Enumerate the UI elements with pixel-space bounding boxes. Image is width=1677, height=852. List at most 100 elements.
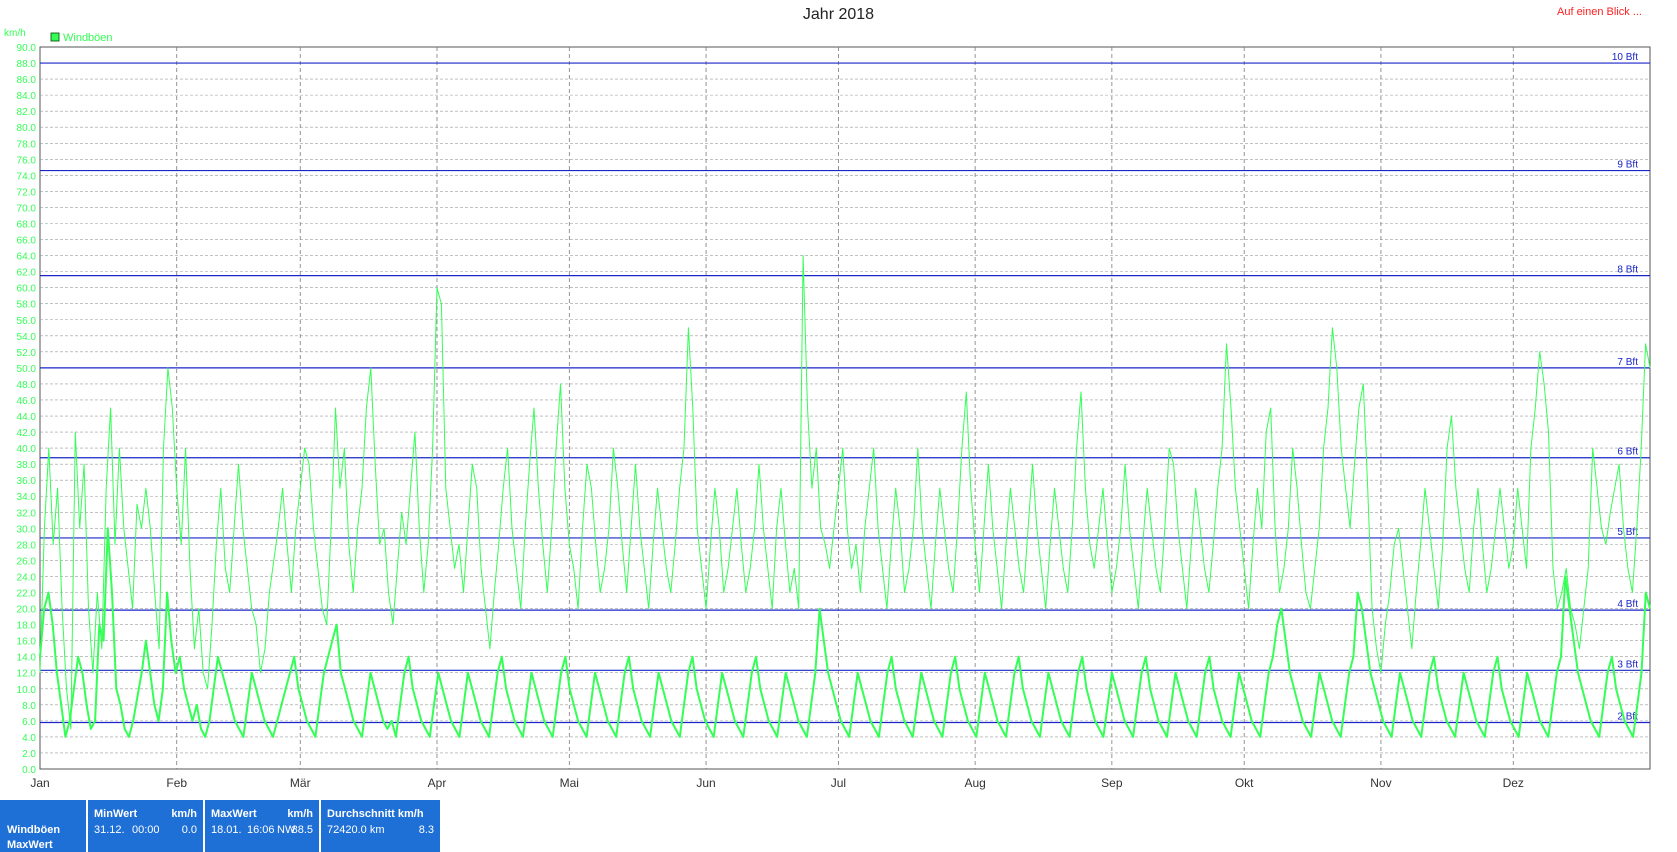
y-tick-label: 32.0	[17, 508, 37, 519]
y-tick-label: 24.0	[17, 572, 37, 583]
footer-max-box: MaxWert km/h 18.01. 16:06 NW 88.5	[205, 800, 319, 852]
y-tick-label: 16.0	[17, 637, 37, 648]
y-tick-label: 76.0	[17, 155, 37, 166]
y-tick-label: 54.0	[17, 332, 37, 343]
y-tick-label: 60.0	[17, 284, 37, 295]
y-tick-label: 64.0	[17, 252, 37, 263]
y-tick-label: 84.0	[17, 91, 37, 102]
y-tick-label: 86.0	[17, 75, 37, 86]
y-tick-label: 0.0	[22, 765, 36, 776]
statistics-footer: Windböen MaxWert MinWert km/h 31.12. 00:…	[0, 800, 1677, 852]
footer-min-box: MinWert km/h 31.12. 00:00 0.0	[88, 800, 203, 852]
x-tick-label: Jul	[831, 776, 846, 790]
y-tick-label: 40.0	[17, 444, 37, 455]
legend-swatch	[50, 32, 60, 42]
y-tick-label: 80.0	[17, 123, 37, 134]
max-value: 88.5	[291, 824, 313, 836]
y-tick-label: 38.0	[17, 460, 37, 471]
avg-value: 8.3	[418, 824, 434, 836]
y-tick-label: 10.0	[17, 685, 37, 696]
y-tick-label: 28.0	[17, 540, 37, 551]
y-tick-label: 34.0	[17, 492, 37, 503]
y-tick-label: 4.0	[22, 733, 36, 744]
plot-area	[39, 46, 1651, 770]
max-time: 16:06	[247, 824, 275, 836]
y-tick-label: 78.0	[17, 139, 37, 150]
x-tick-label: Okt	[1235, 776, 1254, 790]
y-tick-label: 50.0	[17, 364, 37, 375]
y-tick-label: 44.0	[17, 412, 37, 423]
y-tick-label: 68.0	[17, 219, 37, 230]
y-tick-label: 52.0	[17, 348, 37, 359]
y-tick-label: 72.0	[17, 187, 37, 198]
y-tick-label: 30.0	[17, 524, 37, 535]
y-tick-label: 6.0	[22, 717, 36, 728]
legend-label: Windböen	[63, 32, 113, 44]
beaufort-label: 8 Bft	[1617, 265, 1638, 276]
x-tick-label: Feb	[166, 776, 187, 790]
y-tick-label: 58.0	[17, 300, 37, 311]
x-tick-label: Mär	[290, 776, 311, 790]
min-unit: km/h	[171, 808, 197, 820]
beaufort-label: 4 Bft	[1617, 599, 1638, 610]
beaufort-label: 9 Bft	[1617, 160, 1638, 171]
axes: 0.0 2.0 4.0 6.0 8.0 10.0 12.0 14.0 16.0 18.0 20.0 2…	[4, 28, 1524, 790]
y-tick-label: 62.0	[17, 268, 37, 279]
legend: Windböen	[50, 32, 113, 44]
y-tick-label: 36.0	[17, 476, 37, 487]
y-tick-label: 12.0	[17, 669, 37, 680]
x-tick-label: Jan	[30, 776, 49, 790]
beaufort-label: 2 Bft	[1617, 711, 1638, 722]
y-tick-label: 22.0	[17, 589, 37, 600]
y-tick-label: 88.0	[17, 59, 37, 70]
y-tick-label: 26.0	[17, 556, 37, 567]
row-label-windboeen: Windböen	[7, 824, 61, 836]
y-tick-label: 82.0	[17, 107, 37, 118]
y-tick-label: 74.0	[17, 171, 37, 182]
y-tick-label: 14.0	[17, 653, 37, 664]
beaufort-label: 6 Bft	[1617, 447, 1638, 458]
x-tick-label: Nov	[1370, 776, 1391, 790]
beaufort-label: 5 Bft	[1617, 527, 1638, 538]
min-header: MinWert	[94, 808, 138, 820]
row-label-maxwert: MaxWert	[7, 839, 53, 851]
y-tick-label: 48.0	[17, 380, 37, 391]
y-tick-label: 56.0	[17, 316, 37, 327]
x-tick-label: Mai	[560, 776, 579, 790]
x-tick-label: Dez	[1503, 776, 1524, 790]
series-line-max	[39, 255, 1651, 730]
overview-link[interactable]: Auf einen Blick ...	[1557, 6, 1642, 18]
chart-title: Jahr 2018	[802, 6, 875, 23]
beaufort-label: 3 Bft	[1617, 659, 1638, 670]
y-tick-label: 46.0	[17, 396, 37, 407]
y-tick-label: 42.0	[17, 428, 37, 439]
max-unit: km/h	[287, 808, 313, 820]
y-tick-label: 18.0	[17, 621, 37, 632]
x-tick-label: Apr	[428, 776, 447, 790]
chart: 2 Bft 3 Bft 4 Bft 5 Bft 6 Bft 7 Bft 8 Bft 9 Bft…	[4, 28, 1651, 790]
max-direction: NW	[277, 824, 296, 836]
beaufort-label: 7 Bft	[1617, 357, 1638, 368]
min-time: 00:00	[132, 824, 160, 836]
min-value: 0.0	[181, 824, 197, 836]
grid	[39, 46, 1651, 770]
y-tick-label: 90.0	[17, 43, 37, 54]
footer-row-labels: Windböen MaxWert	[0, 800, 86, 852]
max-date: 18.01.	[211, 824, 242, 836]
avg-header: Durchschnitt km/h	[327, 808, 424, 820]
x-tick-label: Sep	[1101, 776, 1123, 790]
y-tick-label: 2.0	[22, 749, 36, 760]
series-lines	[39, 255, 1651, 738]
y-tick-label: 20.0	[17, 605, 37, 616]
y-tick-label: 66.0	[17, 236, 37, 247]
y-tick-label: 70.0	[17, 203, 37, 214]
series-line-mean	[39, 527, 1651, 738]
x-tick-label: Jun	[696, 776, 715, 790]
max-header: MaxWert	[211, 808, 257, 820]
y-tick-label: 8.0	[22, 701, 36, 712]
x-tick-label: Aug	[964, 776, 985, 790]
footer-avg-box: Durchschnitt km/h 72420.0 km 8.3	[321, 800, 440, 852]
y-axis-unit: km/h	[4, 28, 26, 39]
avg-distance: 72420.0 km	[327, 824, 385, 836]
min-date: 31.12.	[94, 824, 125, 836]
